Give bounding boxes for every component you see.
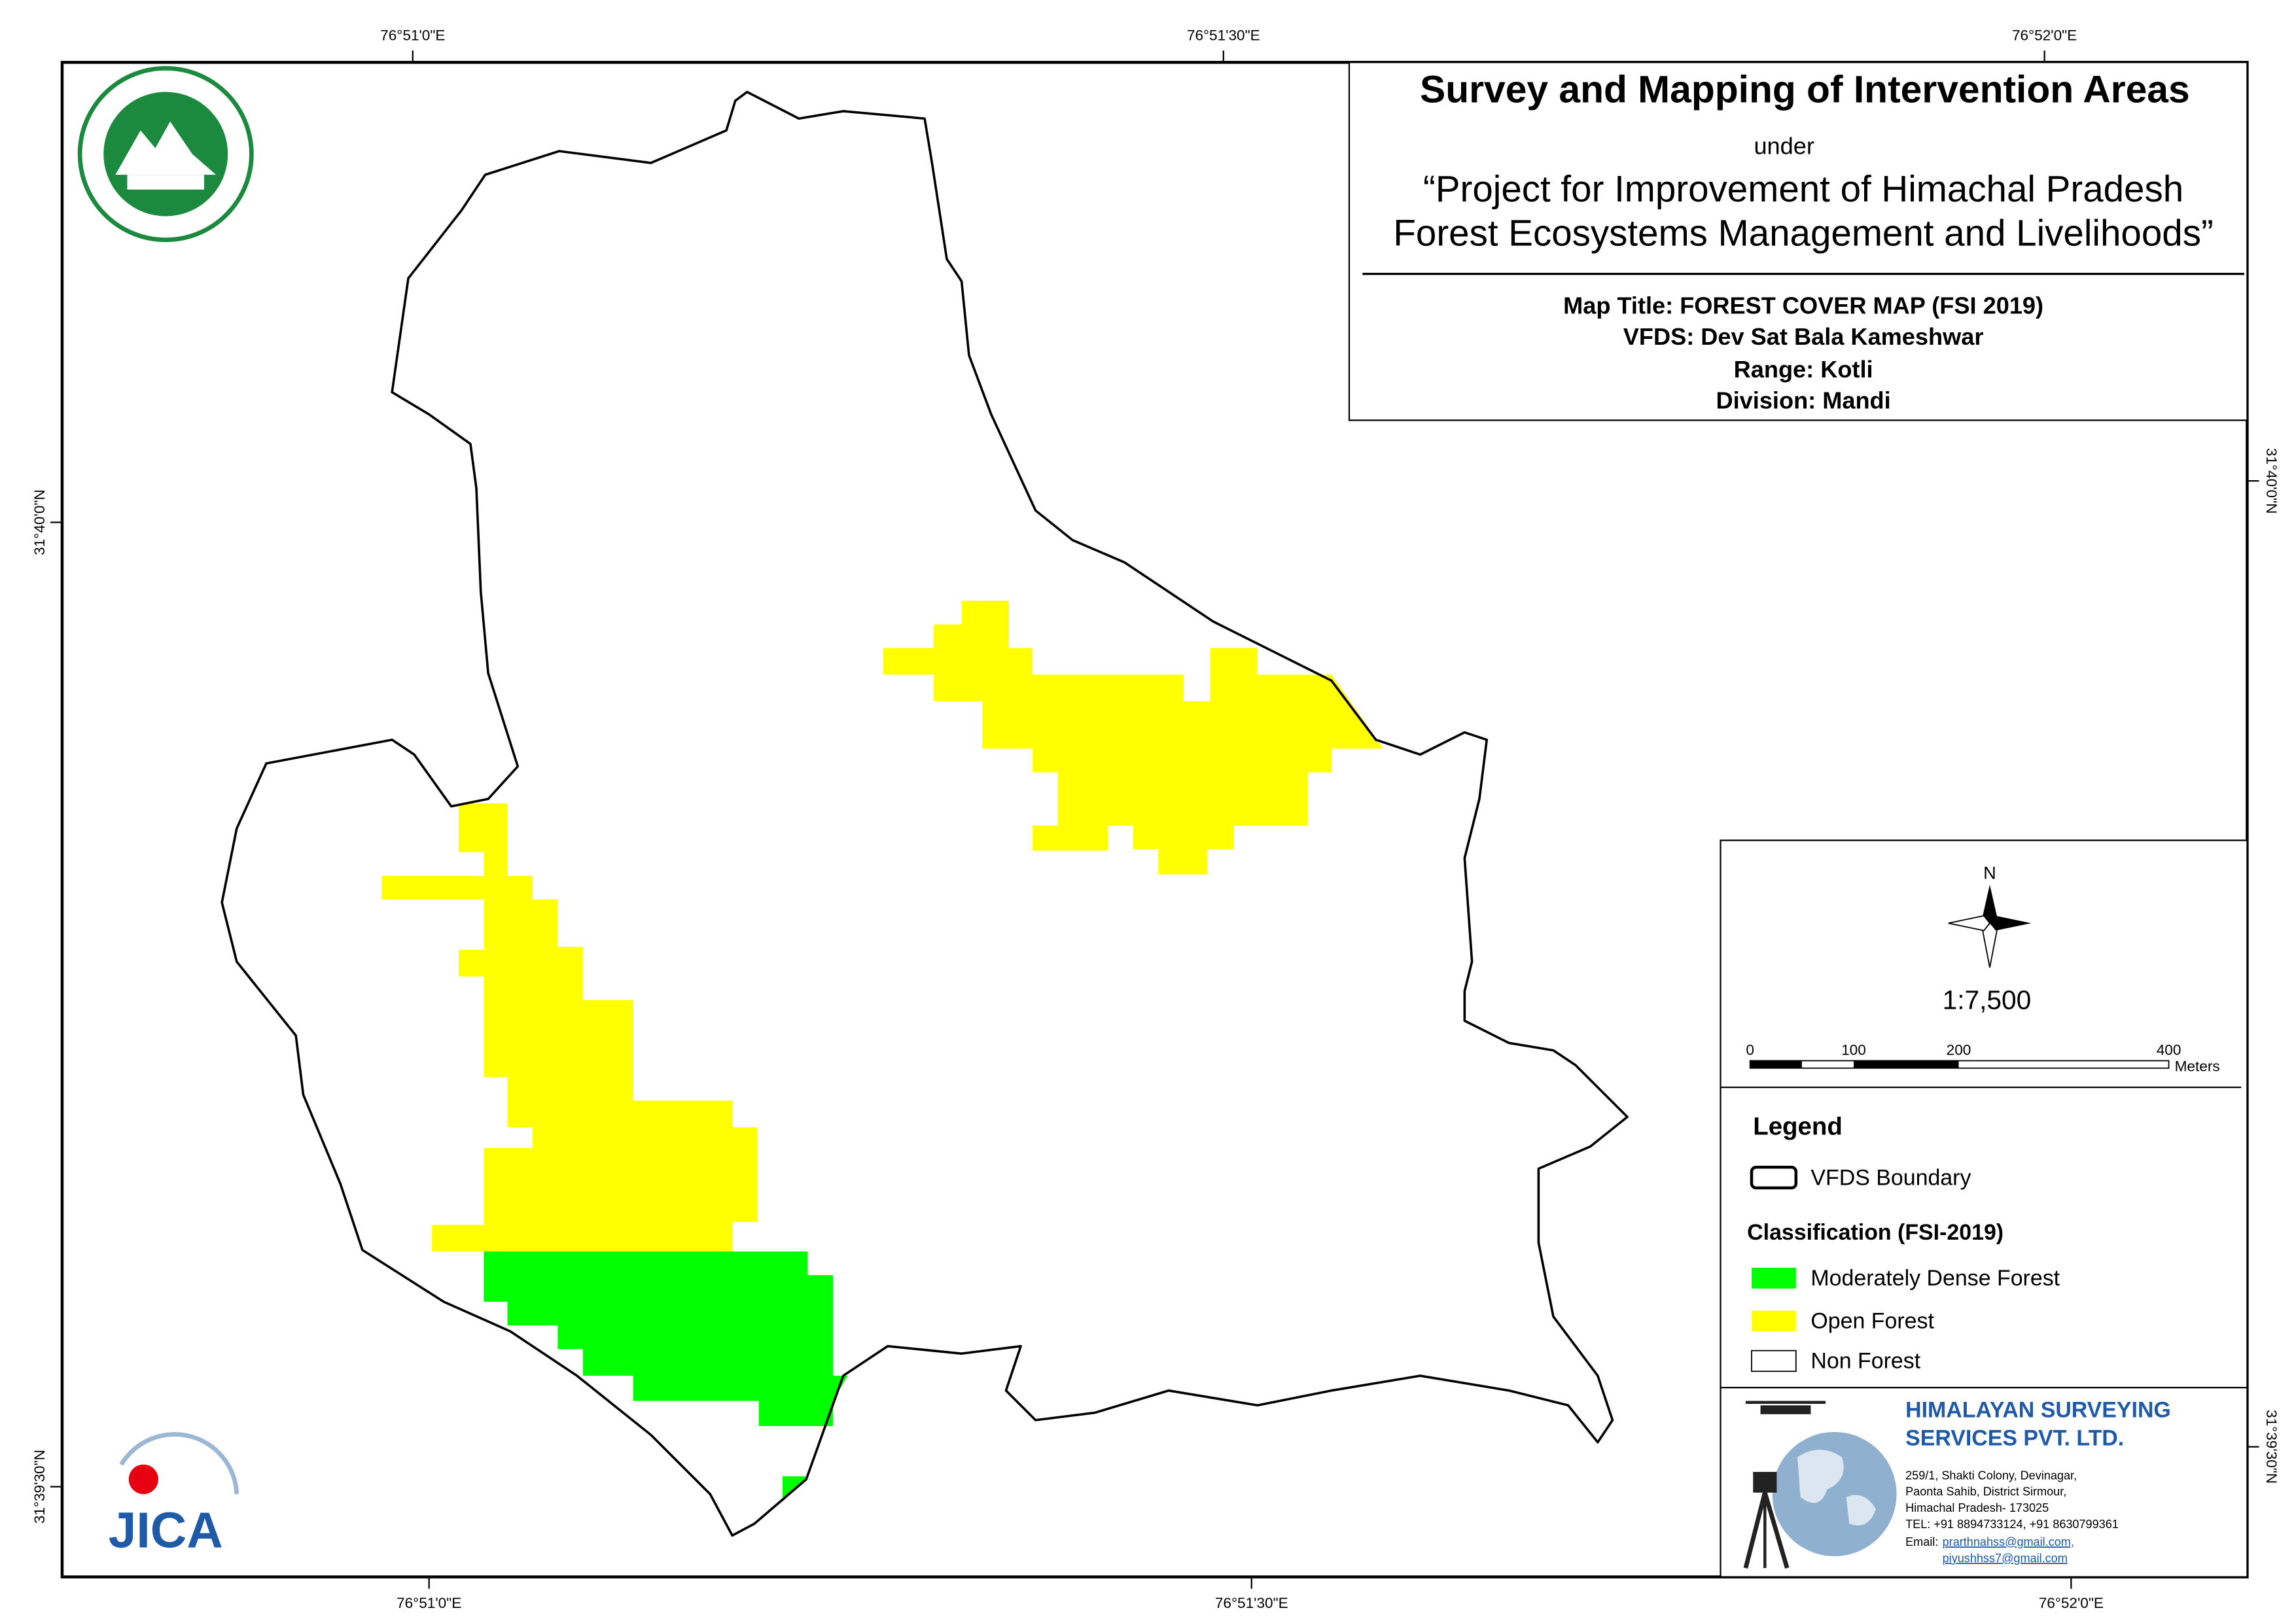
- legend-label: Moderately Dense Forest: [1810, 1266, 2060, 1291]
- legend-swatch: [1751, 1268, 1796, 1289]
- company-logo: [1743, 1401, 1897, 1569]
- company-info: HIMALAYAN SURVEYING SERVICES PVT. LTD. 2…: [1905, 1397, 2171, 1565]
- scale-label: 400: [2157, 1041, 2181, 1058]
- scale-bar: 0 100 200 400 Meters: [1746, 1041, 2219, 1074]
- project-line: “Project for Improvement of Himachal Pra…: [1423, 168, 2183, 209]
- legend-swatch: [1751, 1350, 1797, 1372]
- coord-right: 31°40'0"N: [2263, 448, 2280, 514]
- scale-unit: Meters: [2175, 1058, 2220, 1074]
- scale-label: 100: [1841, 1041, 1866, 1058]
- coordinate-labels: 76°51'0"E 76°51'30"E 76°52'0"E 76°51'0"E…: [31, 27, 2280, 1611]
- legend-title: Legend: [1753, 1113, 1843, 1141]
- range: Range: Kotli: [1734, 356, 1873, 383]
- vfds: VFDS: Dev Sat Bala Kameshwar: [1623, 323, 1984, 350]
- coord-left: 31°40'0"N: [31, 489, 48, 555]
- legend-label: Open Forest: [1810, 1309, 1934, 1334]
- under: under: [1754, 133, 1814, 160]
- map-title: Map Title: FOREST COVER MAP (FSI 2019): [1563, 292, 2043, 319]
- legend-swatch: [1751, 1310, 1796, 1332]
- legend-swatch: [1750, 1165, 1798, 1190]
- coord-bottom: 76°52'0"E: [2039, 1595, 2104, 1611]
- coord-top: 76°51'30"E: [1187, 27, 1260, 43]
- title-block: [1348, 61, 2248, 421]
- jica-text: JICA: [109, 1502, 223, 1558]
- email: piyushhss7@gmail.com: [1943, 1552, 2068, 1565]
- scale-label: 0: [1746, 1041, 1754, 1058]
- address-line: Himachal Pradesh- 173025: [1905, 1501, 2049, 1514]
- jica-logo: JICA: [109, 1432, 239, 1558]
- email: prarthnahss@gmail.com,: [1943, 1535, 2074, 1548]
- address-line: 259/1, Shakti Colony, Devinagar,: [1905, 1469, 2077, 1482]
- legend-subtitle: Classification (FSI-2019): [1747, 1220, 2004, 1245]
- title-texts: Survey and Mapping of Intervention Areas…: [1362, 68, 2244, 413]
- coord-left: 31°39'30"N: [31, 1450, 48, 1524]
- coord-top: 76°52'0"E: [2012, 27, 2077, 43]
- coord-top: 76°51'0"E: [380, 27, 445, 43]
- vfds-boundary: [221, 90, 1629, 1537]
- legend-label: Non Forest: [1810, 1349, 1920, 1374]
- open-forest-area: [381, 803, 758, 1252]
- legend-label: VFDS Boundary: [1810, 1165, 1971, 1190]
- north-arrow: N: [1948, 862, 2032, 968]
- division: Division: Mandi: [1716, 387, 1891, 413]
- open-forest-area: [883, 601, 1383, 875]
- north-label: N: [1983, 862, 1996, 882]
- scale-text: 1:7,500: [1943, 985, 2032, 1015]
- address-line: TEL: +91 8894733124, +91 8630799361: [1905, 1518, 2119, 1531]
- coord-bottom: 76°51'0"E: [397, 1595, 461, 1611]
- scale-label: 200: [1947, 1041, 1971, 1058]
- coord-bottom: 76°51'30"E: [1215, 1595, 1288, 1611]
- forest-logo: [77, 65, 254, 243]
- address-line: Paonta Sahib, District Sirmour,: [1905, 1485, 2066, 1498]
- graticule-ticks: [50, 50, 2259, 1589]
- coord-right: 31°39'30"N: [2263, 1410, 2280, 1484]
- email-label: Email:: [1905, 1535, 1938, 1548]
- dense-forest-area: [484, 1251, 848, 1426]
- company-name: HIMALAYAN SURVEYING: [1905, 1397, 2171, 1422]
- legend: Legend VFDS Boundary Classification (FSI…: [1747, 1113, 2060, 1374]
- company-name: SERVICES PVT. LTD.: [1905, 1425, 2124, 1450]
- title: Survey and Mapping of Intervention Areas: [1420, 68, 2190, 111]
- project-line: Forest Ecosystems Management and Livelih…: [1393, 213, 2213, 254]
